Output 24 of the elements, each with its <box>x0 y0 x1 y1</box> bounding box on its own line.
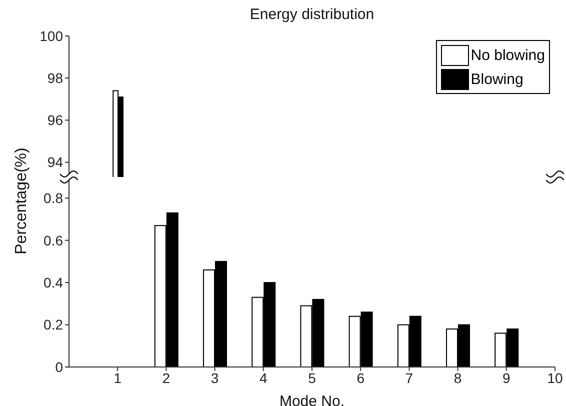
x-tick-label: 7 <box>405 370 414 386</box>
y-tick-label: 0.6 <box>44 232 64 248</box>
y-tick-label: 0.4 <box>44 274 64 291</box>
x-tick-label: 10 <box>547 370 563 386</box>
x-tick-label: 1 <box>114 370 122 386</box>
x-tick-label: 3 <box>210 370 219 386</box>
x-axis-title: Mode No. <box>279 393 345 406</box>
x-tick-label: 8 <box>454 370 462 386</box>
chart-title: Energy distribution <box>248 6 376 23</box>
x-tick-label: 6 <box>356 370 365 386</box>
x-tick-label: 9 <box>502 370 510 386</box>
x-tick-label: 4 <box>260 370 268 386</box>
y-tick-label: 96 <box>47 112 64 128</box>
y-axis-title: Percentage(%) <box>13 148 31 254</box>
y-tick-label: 0 <box>55 358 64 375</box>
legend-label: Blowing <box>470 70 524 88</box>
legend-label: No blowing <box>470 46 545 64</box>
y-tick-label: 0.2 <box>44 316 64 333</box>
y-tick-label: 94 <box>47 154 64 170</box>
y-tick-label: 98 <box>47 70 64 86</box>
y-tick-label: 0.8 <box>44 190 64 206</box>
x-tick-label: 5 <box>308 370 316 386</box>
x-tick-label: 2 <box>162 370 170 386</box>
y-tick-label: 100 <box>40 28 64 44</box>
